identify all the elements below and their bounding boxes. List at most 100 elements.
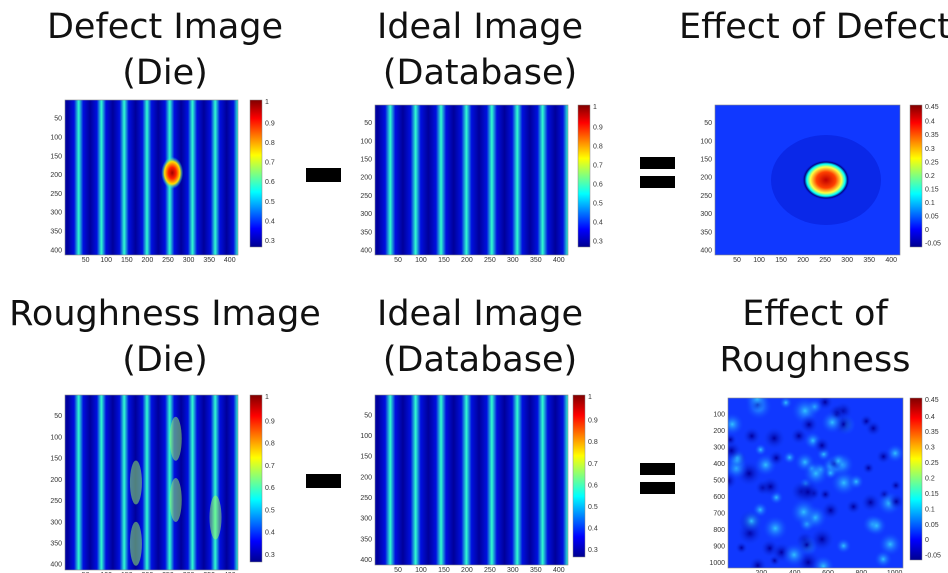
y-tick-label: 100 [50, 434, 62, 441]
x-tick-label: 50 [394, 567, 402, 573]
x-tick-label: 200 [461, 567, 473, 573]
colorbar-tick-label: 0.6 [265, 179, 275, 186]
frame [714, 104, 901, 256]
equals-sign [640, 176, 675, 188]
texture [860, 492, 881, 513]
colorbar-tick-label: 0.3 [925, 146, 935, 153]
x-tick-label: 100 [415, 567, 427, 573]
texture [861, 461, 876, 475]
texture [759, 476, 782, 498]
texture [728, 471, 738, 491]
equals-sign [640, 157, 675, 169]
colorbar-tick-label: 0.35 [925, 132, 939, 139]
colorbar-tick-label: 0.9 [593, 125, 603, 132]
y-tick-label: 300 [360, 211, 372, 218]
y-tick-label: 250 [700, 193, 712, 200]
colorbar [249, 99, 263, 248]
texture [845, 498, 862, 515]
colorbar-tick-label: 0.45 [925, 104, 939, 111]
texture [820, 500, 841, 521]
texture [129, 460, 142, 505]
x-tick-label: 100 [753, 257, 765, 264]
equals-sign [640, 482, 675, 494]
y-tick-label: 300 [50, 210, 62, 217]
y-tick-label: 150 [50, 456, 62, 463]
y-tick-label: 250 [360, 193, 372, 200]
x-tick-label: 250 [484, 567, 496, 573]
x-tick-label: 200 [142, 257, 154, 264]
colorbar-tick-label: 0.2 [925, 173, 935, 180]
x-tick-label: 400 [789, 570, 801, 573]
colorbar-tick-label: -0.05 [925, 240, 941, 247]
colorbar-tick-label: 0.5 [593, 200, 603, 207]
colorbar-tick-label: 0.4 [588, 526, 598, 533]
colorbar-tick-label: 0.45 [925, 397, 939, 404]
x-tick-label: 200 [461, 257, 473, 264]
colorbar-tick-label: 0.15 [925, 491, 939, 498]
texture [818, 487, 833, 502]
y-tick-label: 100 [360, 433, 372, 440]
colorbar-tick-label: 1 [593, 104, 597, 111]
defect-spot [802, 160, 850, 200]
colorbar-tick-label: 0.1 [925, 200, 935, 207]
y-tick-label: 200 [50, 477, 62, 484]
background [65, 100, 238, 255]
x-tick-label: 300 [841, 257, 853, 264]
y-tick-label: 300 [50, 519, 62, 526]
y-tick-label: 400 [360, 557, 372, 564]
colorbar-tick-label: 0.05 [925, 522, 939, 529]
minus-sign [306, 168, 341, 182]
colorbar-tick-label: 0.25 [925, 460, 939, 467]
y-tick-label: 200 [360, 175, 372, 182]
x-tick-label: 350 [203, 257, 215, 264]
colorbar-tick-label: 0.7 [588, 461, 598, 468]
colorbar-tick-label: 1 [265, 99, 269, 106]
y-tick-label: 100 [50, 134, 62, 141]
texture [797, 535, 817, 555]
texture [129, 521, 142, 566]
colorbar-tick-label: 0.3 [588, 547, 598, 554]
y-tick-label: 100 [700, 138, 712, 145]
texture [742, 426, 762, 446]
colorbar-tick-label: 0.5 [588, 504, 598, 511]
colorbar-tick-label: 0.9 [265, 120, 275, 127]
colorbar-tick-label: 0.4 [593, 219, 603, 226]
colorbar [577, 104, 591, 248]
texture [820, 410, 844, 434]
x-tick-label: 300 [507, 567, 519, 573]
colorbar-tick-label: 0.6 [593, 181, 603, 188]
texture [865, 515, 888, 537]
colorbar-tick-label: 0.3 [265, 238, 275, 245]
colorbar-tick-label: 0.9 [265, 418, 275, 425]
x-tick-label: 50 [82, 257, 90, 264]
y-tick-label: 350 [50, 541, 62, 548]
minus-sign [306, 474, 341, 488]
y-tick-label: 1000 [709, 560, 725, 567]
y-tick-label: 500 [713, 477, 725, 484]
y-tick-label: 350 [360, 229, 372, 236]
y-tick-label: 400 [360, 247, 372, 254]
x-tick-label: 100 [100, 257, 112, 264]
x-tick-label: 400 [553, 567, 565, 573]
panel-title: Defect Image [47, 7, 283, 47]
x-tick-label: 600 [822, 570, 834, 573]
panel-title: (Die) [122, 53, 208, 93]
colorbar-tick-label: 0.7 [265, 160, 275, 167]
x-tick-label: 200 [797, 257, 809, 264]
texture [848, 473, 865, 490]
y-tick-label: 200 [700, 175, 712, 182]
y-tick-label: 50 [54, 116, 62, 123]
y-tick-label: 50 [364, 120, 372, 127]
background [65, 395, 238, 570]
x-tick-label: 150 [121, 257, 133, 264]
colorbar-tick-label: 1 [588, 394, 592, 401]
y-tick-label: 250 [360, 495, 372, 502]
colorbar-tick-label: 0.7 [593, 163, 603, 170]
colorbar-tick-label: 0.4 [265, 530, 275, 537]
colorbar-tick-label: 0.15 [925, 186, 939, 193]
frame [64, 99, 239, 256]
x-tick-label: 100 [415, 257, 427, 264]
y-tick-label: 400 [50, 562, 62, 569]
texture [748, 555, 768, 568]
